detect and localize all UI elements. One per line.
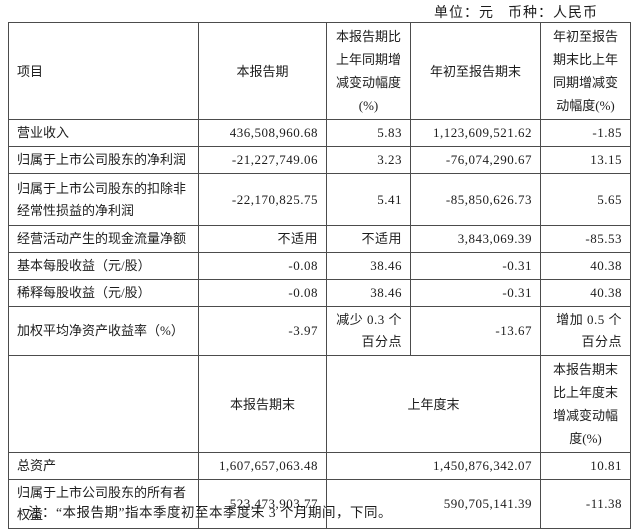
col-header-ytd: 年初至报告期末	[410, 22, 541, 120]
cell-period-change: 3.23	[326, 146, 411, 174]
cell-end-change: -11.38	[540, 479, 631, 529]
col-header-current-period-change: 本报告期比上年同期增减变动幅度(%)	[326, 22, 411, 120]
cell-current-period: -21,227,749.06	[198, 146, 327, 174]
cell-ytd-change: -85.53	[540, 225, 631, 253]
cell-ytd-change: -1.85	[540, 119, 631, 147]
cell-ytd: -85,850,626.73	[410, 173, 541, 226]
cell-end-of-period: 1,607,657,063.48	[198, 452, 327, 480]
row-label: 总资产	[8, 452, 199, 480]
cell-ytd: -13.67	[410, 306, 541, 356]
col-header-ytd-change: 年初至报告期末比上年同期增减变动幅度(%)	[540, 22, 631, 120]
cell-current-period: 不适用	[198, 225, 327, 253]
section1-header-row: 项目 本报告期 本报告期比上年同期增减变动幅度(%) 年初至报告期末 年初至报告…	[8, 22, 631, 120]
col-header-item: 项目	[8, 22, 199, 120]
table-row: 经营活动产生的现金流量净额 不适用 不适用 3,843,069.39 -85.5…	[8, 225, 631, 253]
row-label: 营业收入	[8, 119, 199, 147]
cell-ytd-change: 40.38	[540, 252, 631, 280]
cell-current-period: -3.97	[198, 306, 327, 356]
col-header-end-of-last-year: 上年度末	[326, 355, 541, 453]
blank-header-cell	[8, 355, 199, 453]
cell-period-change: 38.46	[326, 279, 411, 307]
col-header-end-of-period: 本报告期末	[198, 355, 327, 453]
cell-current-period: -22,170,825.75	[198, 173, 327, 226]
cell-end-change: 10.81	[540, 452, 631, 480]
cell-ytd-change: 增加 0.5 个百分点	[540, 306, 631, 356]
table-row: 营业收入 436,508,960.68 5.83 1,123,609,521.6…	[8, 119, 631, 147]
cell-ytd: -0.31	[410, 252, 541, 280]
cell-period-change: 5.41	[326, 173, 411, 226]
cell-current-period: 436,508,960.68	[198, 119, 327, 147]
cell-current-period: -0.08	[198, 279, 327, 307]
cell-ytd-change: 5.65	[540, 173, 631, 226]
row-label: 归属于上市公司股东的所有者权益	[8, 479, 199, 529]
cell-ytd-change: 40.38	[540, 279, 631, 307]
cell-end-of-last-year: 1,450,876,342.07	[326, 452, 541, 480]
unit-label: 单位：元	[434, 6, 494, 21]
cell-period-change: 5.83	[326, 119, 411, 147]
footnote: 注：“本报告期”指本季度初至本季度末 3 个月期间，下同。	[28, 505, 392, 520]
cell-current-period: -0.08	[198, 252, 327, 280]
table-row: 基本每股收益（元/股） -0.08 38.46 -0.31 40.38	[8, 252, 631, 280]
row-label: 经营活动产生的现金流量净额	[8, 225, 199, 253]
row-label: 加权平均净资产收益率（%）	[8, 306, 199, 356]
cell-ytd: -0.31	[410, 279, 541, 307]
cell-ytd: 1,123,609,521.62	[410, 119, 541, 147]
unit-currency-line: 单位：元 币种：人民币	[434, 2, 598, 22]
section2-header-row: 本报告期末 上年度末 本报告期末比上年度末增减变动幅度(%)	[8, 355, 631, 453]
row-label: 基本每股收益（元/股）	[8, 252, 199, 280]
cell-period-change: 不适用	[326, 225, 411, 253]
table-row: 加权平均净资产收益率（%） -3.97 减少 0.3 个百分点 -13.67 增…	[8, 306, 631, 356]
cell-period-change: 38.46	[326, 252, 411, 280]
table-row: 归属于上市公司股东的所有者权益 523,473,903.77 590,705,1…	[8, 479, 631, 529]
financial-summary-table: 项目 本报告期 本报告期比上年同期增减变动幅度(%) 年初至报告期末 年初至报告…	[8, 22, 631, 529]
row-label: 稀释每股收益（元/股）	[8, 279, 199, 307]
row-label: 归属于上市公司股东的净利润	[8, 146, 199, 174]
table-row: 总资产 1,607,657,063.48 1,450,876,342.07 10…	[8, 452, 631, 480]
table-row: 稀释每股收益（元/股） -0.08 38.46 -0.31 40.38	[8, 279, 631, 307]
cell-ytd: 3,843,069.39	[410, 225, 541, 253]
cell-end-of-last-year: 590,705,141.39	[326, 479, 541, 529]
currency-label: 币种：人民币	[508, 6, 598, 21]
cell-ytd-change: 13.15	[540, 146, 631, 174]
cell-end-of-period: 523,473,903.77	[198, 479, 327, 529]
table-row: 归属于上市公司股东的扣除非经常性损益的净利润 -22,170,825.75 5.…	[8, 173, 631, 226]
col-header-end-change: 本报告期末比上年度末增减变动幅度(%)	[540, 355, 631, 453]
cell-ytd: -76,074,290.67	[410, 146, 541, 174]
row-label: 归属于上市公司股东的扣除非经常性损益的净利润	[8, 173, 199, 226]
cell-period-change: 减少 0.3 个百分点	[326, 306, 411, 356]
col-header-current-period: 本报告期	[198, 22, 327, 120]
table-row: 归属于上市公司股东的净利润 -21,227,749.06 3.23 -76,07…	[8, 146, 631, 174]
